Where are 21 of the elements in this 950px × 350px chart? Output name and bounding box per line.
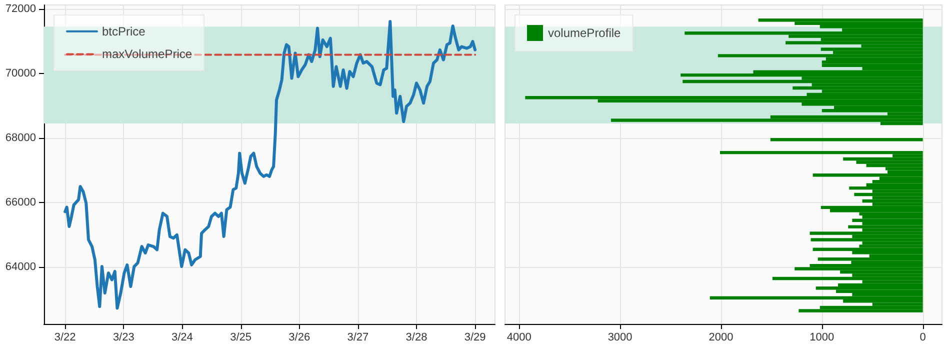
x-tick-label: 2000 (708, 332, 734, 344)
x-tick-label: 3000 (608, 332, 632, 344)
x-tick-label: 3/29 (464, 332, 486, 344)
legend-label: volumeProfile (548, 26, 622, 40)
x-tick-label: 3/22 (54, 332, 76, 344)
y-tick-label: 72000 (5, 2, 36, 15)
x-tick-label: 3/26 (288, 332, 310, 344)
x-tick-label: 1000 (810, 332, 834, 344)
x-tick-label: 3/23 (112, 332, 134, 344)
y-tick-label: 70000 (5, 67, 36, 80)
x-tick-label: 3/28 (406, 332, 428, 344)
y-tick-label: 68000 (5, 132, 36, 144)
x-tick-label: 4000 (506, 332, 532, 344)
x-tick-label: 3/27 (347, 332, 369, 344)
x-tick-label: 3/24 (172, 332, 193, 344)
legend-label: btcPrice (102, 24, 146, 38)
y-tick-label: 64000 (5, 261, 36, 274)
legend-label: maxVolumePrice (102, 47, 192, 62)
x-tick-label: 3/25 (230, 332, 252, 344)
y-tick-label: 66000 (5, 196, 36, 209)
x-tick-label: 0 (920, 332, 926, 344)
